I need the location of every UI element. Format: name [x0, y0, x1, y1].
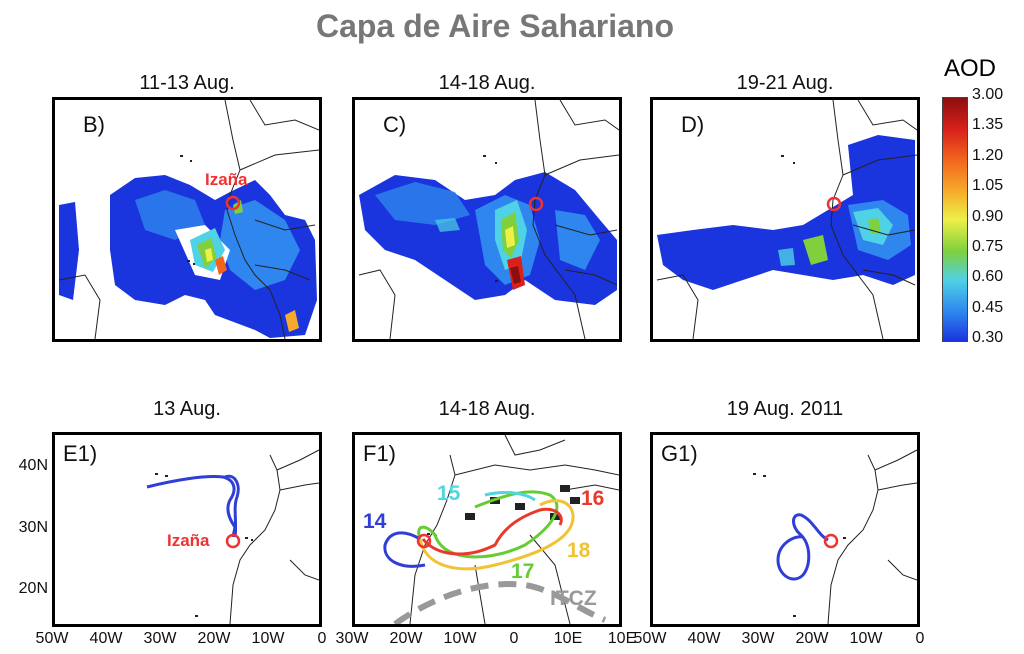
- izana-marker: [826, 196, 842, 212]
- x-tick-label: 30W: [335, 630, 369, 647]
- panel-g1-label: G1): [659, 441, 700, 467]
- colorbar-tick: 1.20: [972, 146, 1004, 164]
- y-tick-40n: 40N: [18, 457, 48, 474]
- islands: [180, 155, 195, 265]
- coastlines: [409, 435, 619, 624]
- panel-f1-date: 14-18 Aug.: [438, 398, 536, 420]
- colorbar-tick: 0.30: [972, 329, 1004, 346]
- panel-b-date: 11-13 Aug.: [139, 72, 235, 94]
- x-tick-label: 10E: [607, 630, 637, 647]
- colorbar: [942, 97, 968, 342]
- izana-marker: [528, 196, 544, 212]
- x-tick-label: 20W: [197, 630, 231, 647]
- x-tick-label: 20W: [795, 630, 829, 647]
- x-tick-label: 50W: [633, 630, 667, 647]
- izana-label-b: Izaña: [205, 170, 248, 189]
- trajectory-day-16: [421, 507, 563, 556]
- panel-d-label: D): [679, 112, 707, 138]
- panel-d-date: 19-21 Aug.: [736, 72, 834, 94]
- aod-map-b: [58, 100, 319, 339]
- coastlines: [229, 449, 319, 624]
- islands: [781, 155, 795, 164]
- map-panel-e1: E1) Izaña: [52, 432, 322, 627]
- map-panel-c: C): [352, 97, 622, 342]
- panel-f1-label: F1): [361, 441, 398, 467]
- x-tick-label: 30W: [143, 630, 177, 647]
- trajectory-map-e1: [146, 449, 319, 624]
- x-tick-label: 10W: [443, 630, 477, 647]
- coastlines: [58, 100, 319, 339]
- aod-field: [657, 135, 915, 290]
- panel-e1-label: E1): [61, 441, 100, 467]
- coastlines: [358, 100, 619, 339]
- map-panel-g1: G1): [650, 432, 920, 627]
- colorbar-tick: 1.35: [972, 116, 1004, 134]
- panel-c-date: 14-18 Aug.: [438, 72, 536, 94]
- colorbar-tick: 1.05: [972, 177, 1004, 195]
- colorbar-tick: 0.75: [972, 237, 1004, 255]
- colorbar-title: AOD: [944, 55, 997, 82]
- trajectory-day-18: [418, 499, 575, 571]
- y-tick-30n: 30N: [18, 519, 48, 536]
- colorbar-tick: 3.00: [972, 86, 1004, 103]
- day-label-18: 18: [567, 539, 591, 562]
- aod-map-c: [358, 100, 619, 339]
- x-tick-label: 40W: [687, 630, 721, 647]
- trajectory-day-17: [417, 490, 559, 559]
- x-tick-label: 0: [509, 630, 519, 647]
- x-tick-label: 0: [915, 630, 925, 647]
- trajectory-map-f1: [383, 435, 619, 624]
- x-tick-label: 10W: [849, 630, 883, 647]
- colorbar-gradient: [943, 98, 967, 341]
- x-tick-label: 30W: [741, 630, 775, 647]
- map-panel-b: B) Izaña: [52, 97, 322, 342]
- islands: [753, 473, 846, 617]
- izana-marker: [225, 195, 241, 211]
- colorbar-tick: 0.60: [972, 268, 1004, 286]
- izana-marker: [416, 533, 432, 549]
- islands: [155, 473, 253, 617]
- x-tick-label: 10W: [251, 630, 285, 647]
- aod-map-d: [656, 100, 917, 339]
- trajectory-day-15: [484, 491, 536, 502]
- x-tick-label: 50W: [35, 630, 69, 647]
- x-tick-label: 40W: [89, 630, 123, 647]
- page-title: Capa de Aire Sahariano: [315, 8, 675, 44]
- colorbar-tick: 0.90: [972, 207, 1004, 225]
- aod-field: [59, 175, 317, 338]
- trajectory-19-aug: [776, 513, 829, 581]
- day-label-16: 16: [581, 487, 605, 510]
- panel-e1-date: 13 Aug.: [153, 398, 221, 420]
- coastlines: [827, 449, 917, 624]
- x-tick-label: 20W: [389, 630, 423, 647]
- day-label-15: 15: [437, 482, 461, 505]
- aod-field: [359, 172, 617, 305]
- trajectory-map-g1: [753, 449, 917, 624]
- izana-marker: [225, 533, 241, 549]
- panel-g1-date: 19 Aug. 2011: [726, 398, 844, 420]
- islands: [483, 155, 498, 282]
- trajectory-13-aug: [146, 474, 240, 538]
- coastlines: [656, 100, 917, 339]
- itcz-label: ITCZ: [550, 587, 597, 610]
- izana-marker: [823, 533, 839, 549]
- day-label-17: 17: [511, 560, 535, 583]
- colorbar-tick: 0.45: [972, 298, 1004, 316]
- panel-c-label: C): [381, 112, 409, 138]
- map-panel-f1: F1) 14 15 16 17 18 ITCZ: [352, 432, 622, 627]
- map-panel-d: D): [650, 97, 920, 342]
- izana-label-e1: Izaña: [167, 531, 210, 550]
- y-tick-20n: 20N: [18, 580, 48, 597]
- trajectory-day-14: [383, 531, 426, 568]
- panel-b-label: B): [81, 112, 107, 138]
- day-label-14: 14: [363, 510, 387, 533]
- x-tick-label: 10E: [553, 630, 583, 647]
- itcz-line: [393, 581, 607, 624]
- x-tick-label: 0: [317, 630, 327, 647]
